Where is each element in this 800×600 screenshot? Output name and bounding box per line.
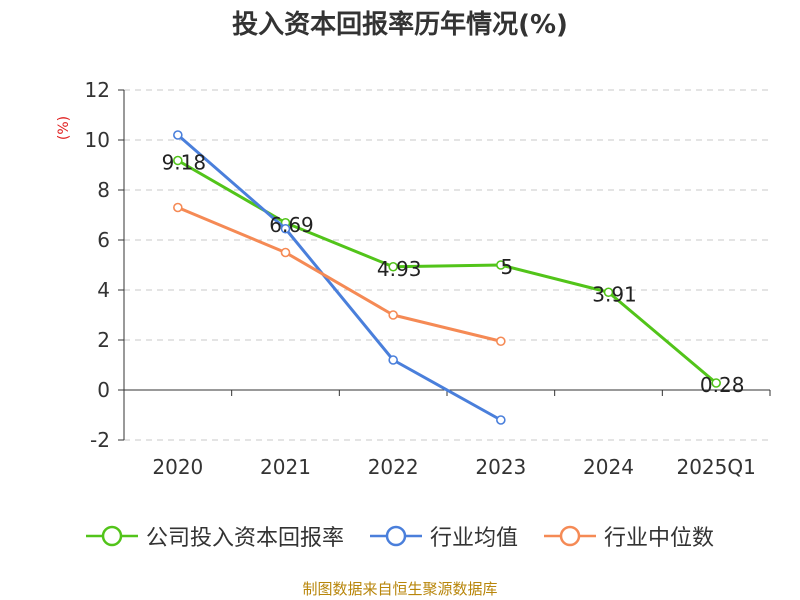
legend-label: 行业中位数 xyxy=(604,526,715,551)
series-line-1 xyxy=(176,133,502,422)
data-labels: 9.18 6.69 4.93 5 3.91 0.28 xyxy=(162,151,745,398)
data-point xyxy=(388,310,398,320)
legend-item: 公司投入资本回报率 xyxy=(85,520,344,552)
x-tick-label: 2023 xyxy=(475,455,526,479)
data-point xyxy=(388,261,398,272)
data-point xyxy=(280,223,291,234)
y-tick-label: 10 xyxy=(85,128,110,152)
data-point xyxy=(173,155,183,166)
data-point xyxy=(496,336,506,347)
data-point xyxy=(603,287,614,298)
data-label: 9.18 xyxy=(162,151,207,175)
data-point xyxy=(173,202,183,213)
y-tick-label: 2 xyxy=(97,328,110,352)
y-tick-label: 12 xyxy=(85,78,110,102)
y-tick-label: 8 xyxy=(97,178,110,202)
data-point xyxy=(711,378,721,388)
y-tick-labels: -2 0 2 4 6 8 10 12 xyxy=(85,78,110,452)
x-tick-label: 2022 xyxy=(368,455,419,479)
data-point xyxy=(173,130,183,140)
y-tick-label: 6 xyxy=(97,228,110,252)
series-line-2 xyxy=(177,206,502,343)
data-point xyxy=(388,355,398,365)
data-label: 0.28 xyxy=(700,373,745,397)
legend-label: 行业均值 xyxy=(429,526,518,551)
x-tick-label: 2025Q1 xyxy=(676,455,755,479)
legend-label: 公司投入资本回报率 xyxy=(145,526,344,551)
legend-swatch xyxy=(369,525,422,547)
legend: 公司投入资本回报率 行业均值 行业中位数 xyxy=(0,520,800,552)
y-tick-label: 0 xyxy=(97,378,110,402)
x-tick-label: 2020 xyxy=(152,455,203,479)
data-label: 3.91 xyxy=(592,282,637,306)
x-tick-label: 2024 xyxy=(583,455,634,479)
source-note: 制图数据来自恒生聚源数据库 xyxy=(302,580,498,598)
series-lines xyxy=(173,130,721,425)
legend-item: 行业均值 xyxy=(369,520,518,552)
x-tick-label: 2021 xyxy=(260,455,311,479)
legend-swatch xyxy=(85,525,138,547)
series-line-0 xyxy=(177,159,718,385)
legend-item: 行业中位数 xyxy=(544,520,714,552)
data-label: 5 xyxy=(500,255,513,279)
data-point xyxy=(496,260,506,270)
data-point xyxy=(280,247,291,258)
y-axis-label: (%) xyxy=(56,116,72,140)
legend-swatch xyxy=(544,525,596,547)
data-label: 6.69 xyxy=(269,213,314,237)
x-tick-labels: 2020 2021 2022 2023 2024 2025Q1 xyxy=(152,455,755,479)
data-point xyxy=(496,415,506,425)
data-label: 4.93 xyxy=(377,257,422,281)
chart-title: 投入资本回报率历年情况(%) xyxy=(232,10,568,40)
grid-lines xyxy=(124,89,770,441)
y-tick-label: -2 xyxy=(90,428,110,452)
y-tick-label: 4 xyxy=(97,278,110,302)
